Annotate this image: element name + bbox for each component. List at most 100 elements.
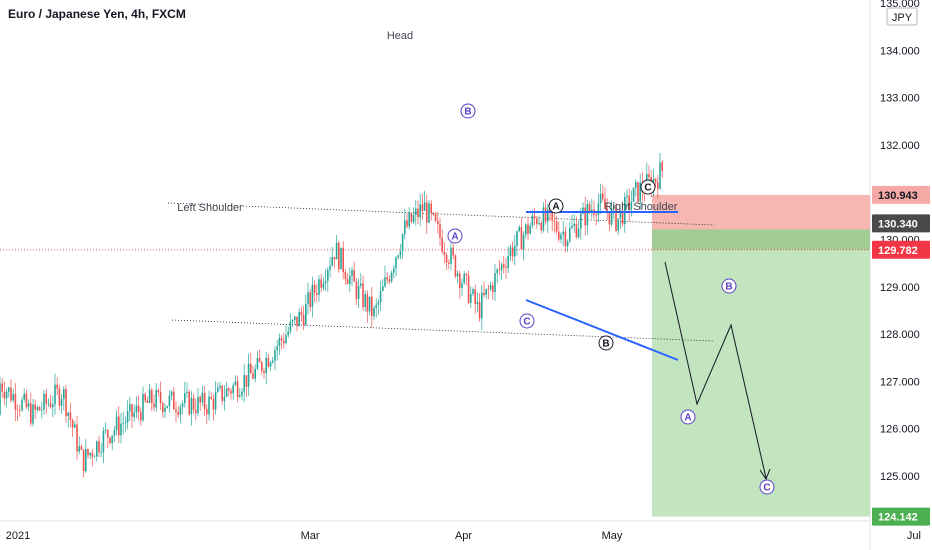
candle-body	[96, 441, 98, 457]
candle-body	[404, 220, 406, 235]
candle-body	[492, 285, 494, 293]
candle-body	[384, 277, 386, 287]
candle-body	[82, 449, 85, 472]
wave-a-purple-2-circle	[680, 409, 696, 425]
candle-body	[263, 370, 265, 374]
candle-body	[659, 162, 661, 189]
candle-body	[65, 389, 67, 417]
candle-body	[478, 301, 481, 319]
candle-body	[393, 268, 395, 273]
candle-body	[575, 223, 578, 238]
wave-c-purple-1: C	[523, 317, 530, 328]
x-tick-label: Apr	[455, 530, 472, 542]
candle-body	[346, 279, 349, 285]
wave-a-purple-1-circle	[447, 228, 463, 244]
candle-body	[164, 407, 166, 413]
candle-body	[291, 320, 294, 322]
candle-body	[236, 381, 239, 397]
candle-body	[531, 215, 534, 226]
candle-body	[637, 182, 639, 202]
candle-body	[258, 358, 261, 363]
candle-body	[93, 456, 96, 458]
stop-price-label-bg	[872, 185, 930, 204]
candle-body	[450, 247, 452, 264]
candle-body	[192, 397, 195, 410]
candle-body	[278, 337, 281, 347]
candle-body	[8, 387, 10, 392]
wave-c-black-circle	[640, 179, 656, 195]
candle-body	[76, 424, 78, 452]
candle-body	[597, 203, 600, 216]
candle-body	[324, 280, 327, 284]
candle-body	[27, 403, 30, 408]
candle-body	[243, 375, 245, 392]
candle-body	[287, 331, 289, 336]
candle-body	[540, 222, 542, 231]
candle-body	[584, 207, 586, 226]
candle-body	[142, 394, 144, 421]
candle-body	[582, 207, 584, 214]
wave-c-black: C	[644, 183, 651, 194]
candle-body	[619, 210, 622, 219]
wave-a-black-circle	[548, 198, 564, 214]
candle-body	[135, 405, 138, 413]
candle-body	[329, 265, 331, 271]
candle-body	[144, 394, 146, 401]
candle-body	[514, 245, 516, 257]
candle-body	[151, 389, 153, 404]
candle-body	[210, 396, 212, 399]
candle-body	[316, 293, 318, 295]
candle-body	[533, 215, 536, 219]
candle-body	[188, 391, 190, 415]
candle-body	[256, 358, 259, 369]
candle-body	[426, 202, 428, 223]
candle-body	[547, 209, 549, 222]
current-price-label-bg	[872, 214, 930, 233]
right-shoulder-label: Right Shoulder	[605, 201, 678, 213]
candle-body	[555, 221, 558, 232]
candle-body	[388, 279, 391, 282]
candle-body	[289, 321, 292, 332]
candle-body	[360, 283, 362, 286]
candle-body	[536, 218, 538, 224]
candle-body	[423, 202, 426, 211]
candle-body	[214, 392, 217, 410]
candle-body	[617, 218, 619, 231]
x-tick-label: Jul	[907, 530, 921, 542]
candle-body	[137, 405, 140, 412]
candle-body	[410, 213, 413, 222]
candle-body	[349, 275, 351, 285]
candle-body	[269, 362, 272, 367]
candle-body	[551, 212, 553, 221]
candle-body	[566, 241, 569, 247]
candle-body	[162, 403, 164, 413]
candle-body	[148, 389, 151, 403]
candle-body	[489, 285, 492, 290]
candle-body	[476, 301, 479, 305]
candle-body	[344, 272, 347, 280]
candle-body	[500, 264, 503, 271]
candle-body	[527, 224, 529, 234]
candle-body	[1, 383, 3, 392]
x-tick-label: May	[602, 530, 623, 542]
candle-body	[208, 396, 210, 415]
candle-body	[98, 441, 100, 453]
candle-body	[390, 272, 393, 282]
candle-body	[261, 362, 263, 371]
wave-c-purple-2-circle	[759, 479, 775, 495]
target-price-label-bg	[872, 507, 930, 526]
candle-body	[417, 208, 419, 218]
candle-body	[322, 283, 325, 288]
candle-body	[509, 247, 512, 257]
candle-body	[395, 257, 397, 269]
candle-body	[437, 220, 439, 224]
head-label: Head	[387, 30, 413, 42]
candle-body	[195, 409, 197, 414]
entry-zone	[652, 229, 870, 250]
candle-body	[591, 209, 593, 212]
candle-body	[371, 296, 373, 317]
candle-body	[87, 449, 89, 456]
candle-body	[122, 423, 124, 424]
